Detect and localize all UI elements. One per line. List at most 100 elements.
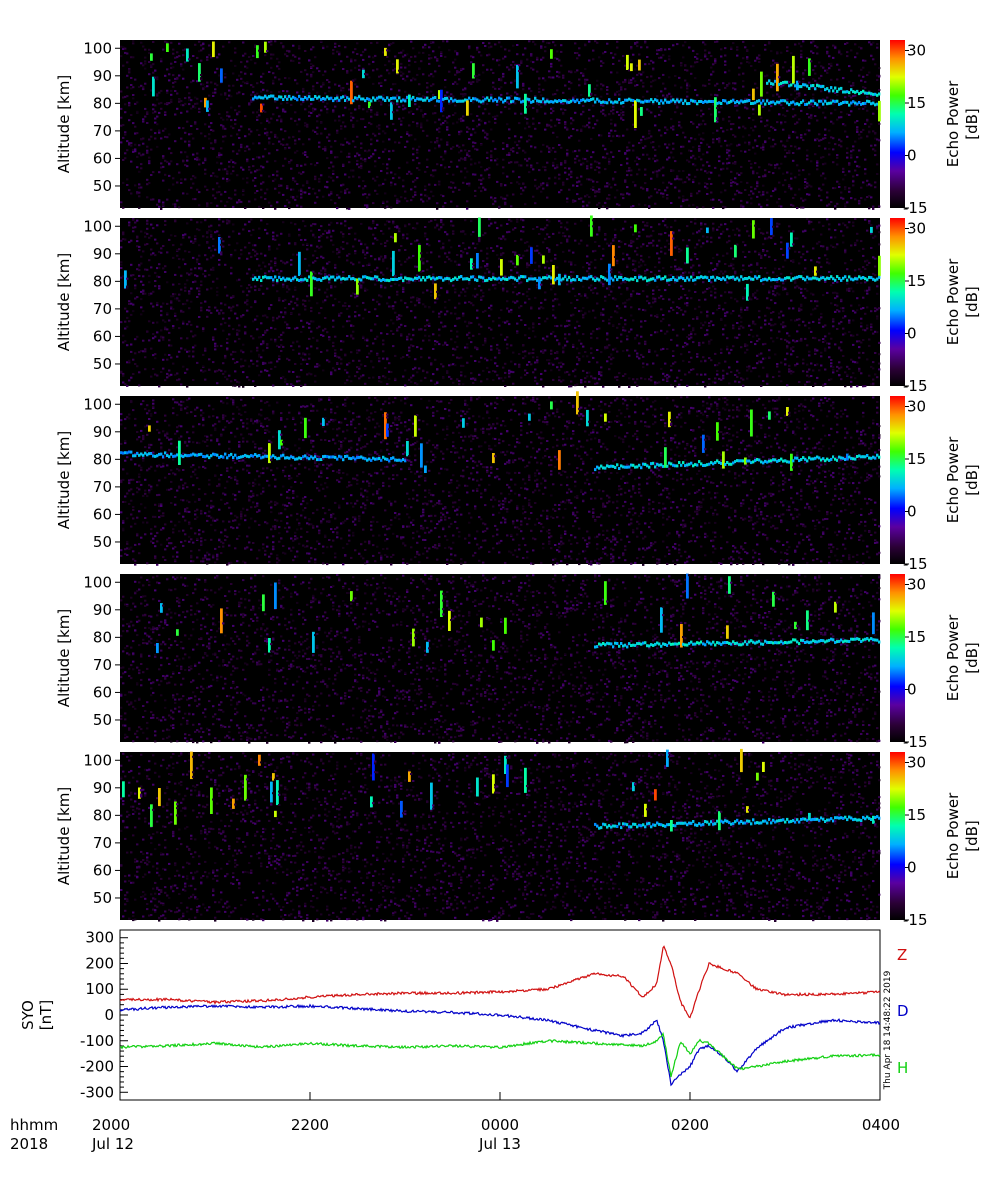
echo-cell bbox=[876, 46, 879, 49]
echo-cell bbox=[124, 111, 127, 114]
echo-cell bbox=[666, 186, 669, 189]
echo-cell bbox=[408, 94, 411, 107]
echo-cell bbox=[628, 167, 631, 169]
echo-cell bbox=[482, 96, 485, 98]
echo-cell bbox=[202, 330, 205, 333]
echo-cell bbox=[766, 99, 769, 103]
echo-cell bbox=[154, 238, 157, 241]
echo-cell bbox=[244, 115, 247, 118]
echo-cell bbox=[602, 156, 605, 159]
echo-cell bbox=[614, 93, 617, 96]
echo-cell bbox=[182, 104, 185, 107]
echo-cell bbox=[176, 372, 179, 375]
echo-cell bbox=[344, 173, 347, 176]
echo-cell bbox=[178, 258, 181, 260]
echo-cell bbox=[382, 182, 385, 185]
echo-cell bbox=[508, 154, 511, 156]
echo-cell bbox=[122, 372, 125, 375]
echo-cell bbox=[456, 205, 459, 208]
echo-cell bbox=[276, 234, 279, 237]
echo-cell bbox=[348, 142, 351, 145]
echo-cell bbox=[472, 81, 475, 83]
echo-cell bbox=[330, 190, 333, 193]
echo-cell bbox=[504, 81, 507, 84]
echo-cell bbox=[872, 148, 875, 151]
echo-cell bbox=[332, 250, 335, 253]
echo-cell bbox=[284, 278, 287, 282]
echo-cell bbox=[570, 117, 573, 120]
echo-cell bbox=[342, 340, 345, 343]
echo-cell bbox=[318, 236, 321, 239]
echo-cell bbox=[200, 74, 203, 76]
echo-cell bbox=[648, 206, 651, 209]
echo-cell bbox=[426, 96, 429, 100]
echo-cell bbox=[244, 65, 247, 68]
echo-cell bbox=[516, 63, 519, 66]
echo-cell bbox=[422, 73, 425, 76]
echo-cell bbox=[296, 297, 299, 300]
echo-cell bbox=[144, 231, 147, 234]
echo-cell bbox=[852, 82, 855, 84]
echo-cell bbox=[842, 101, 845, 104]
echo-cell bbox=[426, 86, 429, 89]
echo-cell bbox=[786, 70, 789, 73]
echo-cell bbox=[630, 81, 633, 84]
echo-cell bbox=[224, 204, 227, 207]
echo-cell bbox=[862, 75, 865, 78]
echo-cell bbox=[270, 268, 273, 271]
echo-cell bbox=[318, 325, 321, 328]
echo-cell bbox=[770, 195, 773, 198]
echo-cell bbox=[832, 122, 835, 125]
echo-cell bbox=[778, 100, 781, 104]
echo-cell bbox=[820, 139, 823, 141]
echo-cell bbox=[288, 233, 291, 236]
echo-cell bbox=[474, 195, 477, 197]
echo-cell bbox=[776, 201, 779, 204]
echo-cell bbox=[342, 233, 345, 236]
echo-cell bbox=[248, 365, 251, 368]
echo-cell bbox=[156, 115, 159, 118]
echo-cell bbox=[152, 171, 155, 174]
echo-cell bbox=[600, 101, 603, 104]
echo-cell bbox=[352, 359, 355, 362]
echo-cell bbox=[792, 204, 795, 207]
echo-cell bbox=[234, 109, 237, 112]
echo-cell bbox=[734, 181, 737, 184]
echo-cell bbox=[226, 294, 229, 297]
echo-cell bbox=[178, 42, 181, 45]
echo-cell bbox=[154, 76, 157, 79]
echo-cell bbox=[790, 101, 793, 105]
echo-cell bbox=[754, 69, 757, 72]
echo-cell bbox=[156, 203, 159, 206]
echo-cell bbox=[314, 95, 317, 98]
echo-cell bbox=[716, 94, 719, 97]
echo-cell bbox=[468, 150, 471, 152]
echo-cell bbox=[674, 84, 677, 87]
echo-cell bbox=[270, 91, 273, 94]
echo-cell bbox=[562, 102, 565, 105]
echo-cell bbox=[224, 376, 227, 379]
echo-cell bbox=[146, 221, 149, 224]
echo-cell bbox=[802, 40, 805, 43]
echo-cell bbox=[418, 145, 421, 148]
echo-cell bbox=[190, 125, 193, 127]
echo-cell bbox=[492, 116, 495, 118]
echo-cell bbox=[832, 103, 835, 106]
echo-cell bbox=[798, 103, 801, 107]
echo-cell bbox=[810, 41, 813, 44]
echo-cell bbox=[548, 177, 551, 180]
echo-cell bbox=[138, 245, 141, 248]
echo-cell bbox=[194, 334, 197, 337]
echo-cell bbox=[122, 159, 125, 161]
echo-cell bbox=[558, 144, 561, 146]
echo-cell bbox=[680, 86, 683, 89]
echo-cell bbox=[176, 199, 179, 202]
echo-cell bbox=[800, 197, 803, 200]
echo-cell bbox=[512, 150, 515, 153]
echo-cell bbox=[330, 373, 333, 376]
echo-cell bbox=[422, 115, 425, 118]
echo-cell bbox=[734, 161, 737, 163]
echo-cell bbox=[594, 169, 597, 171]
echo-cell bbox=[222, 240, 225, 243]
echo-cell bbox=[292, 307, 295, 310]
